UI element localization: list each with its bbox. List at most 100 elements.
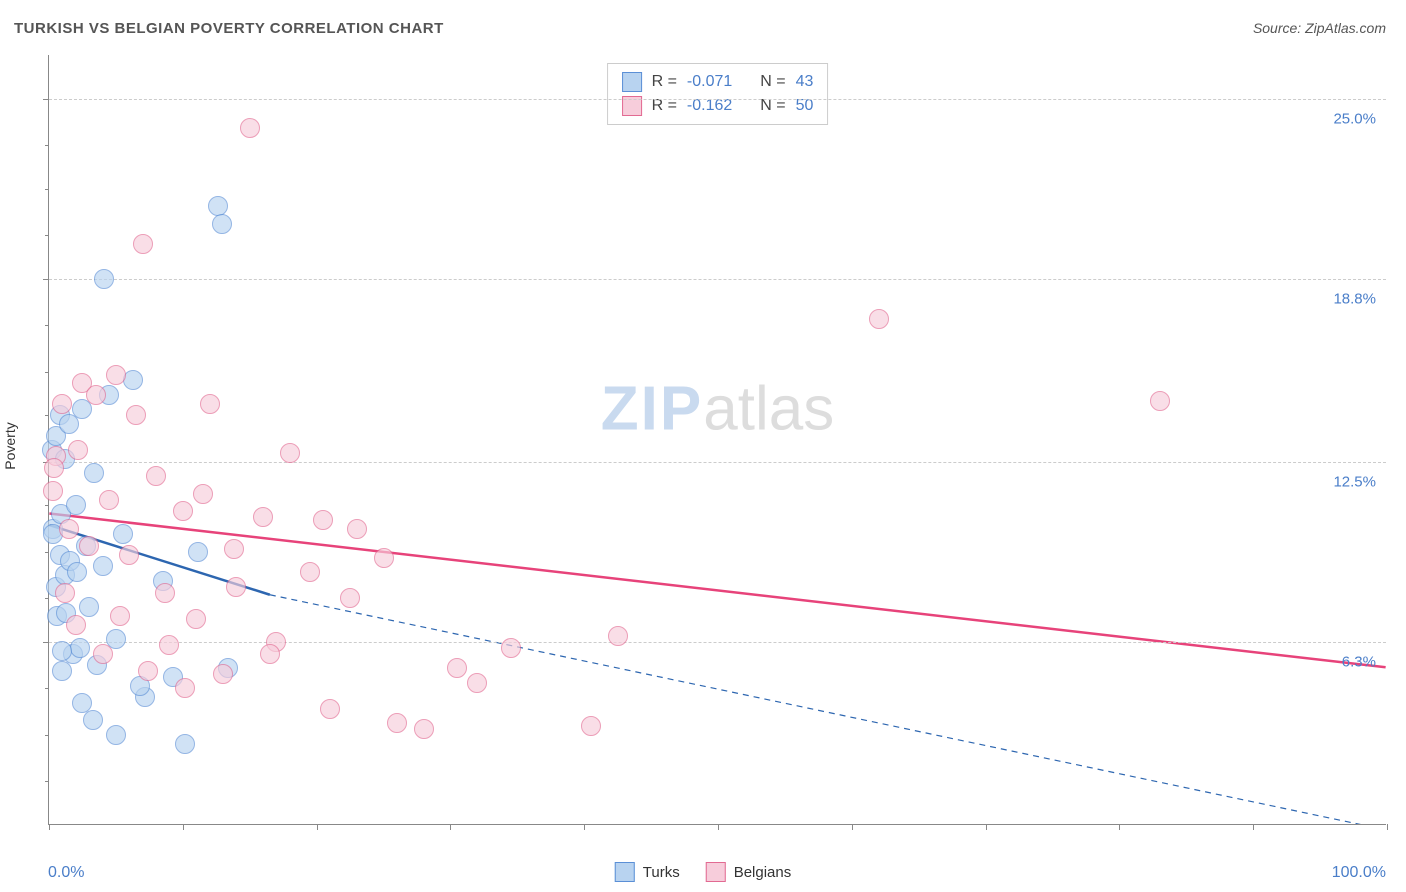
point-belgians — [52, 394, 72, 414]
point-belgians — [869, 309, 889, 329]
point-turks — [212, 214, 232, 234]
watermark-zip: ZIP — [601, 374, 703, 443]
point-turks — [66, 495, 86, 515]
point-belgians — [467, 673, 487, 693]
y-tick-label: 12.5% — [1333, 473, 1376, 490]
stat-r-value-0: -0.071 — [687, 73, 732, 91]
point-turks — [106, 725, 126, 745]
gridline — [49, 462, 1386, 463]
point-belgians — [320, 699, 340, 719]
stats-box: R = -0.071 N = 43 R = -0.162 N = 50 — [607, 63, 829, 125]
point-belgians — [608, 626, 628, 646]
point-belgians — [213, 664, 233, 684]
point-belgians — [55, 583, 75, 603]
point-belgians — [106, 365, 126, 385]
chart-container: TURKISH VS BELGIAN POVERTY CORRELATION C… — [0, 0, 1406, 892]
legend-item-turks: Turks — [615, 862, 680, 882]
point-belgians — [126, 405, 146, 425]
point-belgians — [253, 507, 273, 527]
point-belgians — [146, 466, 166, 486]
point-belgians — [414, 719, 434, 739]
point-belgians — [79, 536, 99, 556]
point-belgians — [280, 443, 300, 463]
point-belgians — [186, 609, 206, 629]
point-belgians — [86, 385, 106, 405]
point-turks — [94, 269, 114, 289]
point-turks — [188, 542, 208, 562]
stat-r-value-1: -0.162 — [687, 97, 732, 115]
point-belgians — [93, 644, 113, 664]
stats-row-turks: R = -0.071 N = 43 — [622, 70, 814, 94]
stat-r-label-0: R = — [652, 73, 677, 91]
point-belgians — [1150, 391, 1170, 411]
legend-label-turks: Turks — [643, 864, 680, 881]
point-belgians — [200, 394, 220, 414]
chart-source: Source: ZipAtlas.com — [1253, 20, 1386, 36]
point-belgians — [581, 716, 601, 736]
point-belgians — [175, 678, 195, 698]
point-belgians — [447, 658, 467, 678]
point-belgians — [44, 458, 64, 478]
y-axis-label: Poverty — [2, 422, 18, 469]
y-tick-label: 6.3% — [1342, 653, 1376, 670]
point-belgians — [173, 501, 193, 521]
point-belgians — [99, 490, 119, 510]
point-turks — [123, 370, 143, 390]
legend-label-belgians: Belgians — [734, 864, 792, 881]
point-belgians — [159, 635, 179, 655]
gridline — [49, 642, 1386, 643]
point-turks — [175, 734, 195, 754]
point-belgians — [224, 539, 244, 559]
plot-area: ZIPatlas R = -0.071 N = 43 R = -0.162 N … — [48, 55, 1386, 825]
chart-title: TURKISH VS BELGIAN POVERTY CORRELATION C… — [14, 20, 444, 37]
stat-n-value-1: 50 — [796, 97, 814, 115]
point-belgians — [59, 519, 79, 539]
swatch-turks — [622, 72, 642, 92]
point-turks — [67, 562, 87, 582]
point-turks — [93, 556, 113, 576]
point-belgians — [226, 577, 246, 597]
point-belgians — [387, 713, 407, 733]
x-axis-max-label: 100.0% — [1332, 864, 1386, 882]
x-axis-min-label: 0.0% — [48, 864, 84, 882]
point-belgians — [300, 562, 320, 582]
chart-header: TURKISH VS BELGIAN POVERTY CORRELATION C… — [14, 20, 1386, 50]
y-tick-label: 25.0% — [1333, 110, 1376, 127]
gridline — [49, 279, 1386, 280]
point-turks — [70, 638, 90, 658]
point-belgians — [138, 661, 158, 681]
point-belgians — [374, 548, 394, 568]
legend-swatch-turks — [615, 862, 635, 882]
legend-swatch-belgians — [706, 862, 726, 882]
stat-n-label-1: N = — [760, 97, 785, 115]
point-belgians — [260, 644, 280, 664]
point-belgians — [133, 234, 153, 254]
bottom-legend: Turks Belgians — [615, 862, 792, 882]
point-belgians — [340, 588, 360, 608]
watermark: ZIPatlas — [601, 373, 834, 444]
point-belgians — [155, 583, 175, 603]
gridline — [49, 99, 1386, 100]
point-belgians — [110, 606, 130, 626]
stat-n-value-0: 43 — [796, 73, 814, 91]
point-turks — [52, 661, 72, 681]
trend-lines-svg — [49, 55, 1386, 824]
y-tick-label: 18.8% — [1333, 290, 1376, 307]
point-turks — [83, 710, 103, 730]
watermark-atlas: atlas — [703, 374, 834, 443]
point-belgians — [68, 440, 88, 460]
point-belgians — [240, 118, 260, 138]
point-belgians — [43, 481, 63, 501]
stat-r-label-1: R = — [652, 97, 677, 115]
point-belgians — [66, 615, 86, 635]
point-belgians — [313, 510, 333, 530]
point-turks — [52, 641, 72, 661]
point-turks — [79, 597, 99, 617]
stat-n-label-0: N = — [760, 73, 785, 91]
point-belgians — [119, 545, 139, 565]
point-turks — [84, 463, 104, 483]
point-belgians — [347, 519, 367, 539]
point-belgians — [193, 484, 213, 504]
legend-item-belgians: Belgians — [706, 862, 792, 882]
point-belgians — [501, 638, 521, 658]
